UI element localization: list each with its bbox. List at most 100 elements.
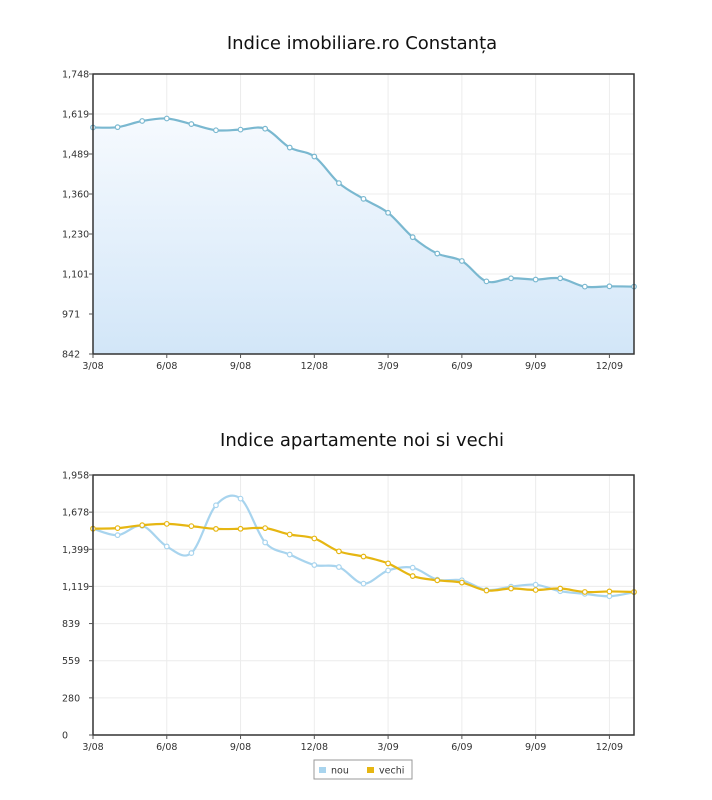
y-tick-label: 559 [62, 656, 80, 667]
legend-swatch-nou [319, 767, 326, 773]
data-point [139, 118, 146, 124]
chart-1-y-tick-labels: 842 971 1,101 1,230 1,360 1,489 1,619 1,748 [62, 70, 93, 361]
data-point [606, 593, 613, 600]
x-tick-label: 6/08 [156, 361, 177, 372]
data-point [606, 588, 613, 595]
x-tick-label: 12/08 [301, 361, 328, 372]
data-point [532, 581, 539, 588]
area-fill [93, 118, 634, 354]
chart-2-x-tick-labels: 3/08 6/08 9/08 12/08 3/09 6/09 9/09 12/09 [82, 735, 623, 753]
data-point [385, 567, 391, 574]
data-point [262, 539, 269, 546]
x-tick-label: 6/09 [451, 742, 472, 753]
y-tick-label: 839 [62, 619, 80, 630]
y-tick-label: 1,119 [62, 582, 89, 593]
data-point [311, 535, 318, 542]
y-tick-label: 1,101 [62, 270, 89, 281]
data-point [262, 125, 269, 132]
data-point [508, 275, 514, 282]
y-tick-label: 1,489 [62, 150, 89, 161]
y-tick-label: 842 [62, 350, 80, 361]
chart-2-y-tick-labels: 0 280 559 839 1,119 1,399 1,678 1,958 [62, 471, 93, 742]
data-point [508, 585, 514, 592]
data-point [336, 564, 342, 570]
x-tick-label: 6/09 [451, 361, 472, 372]
data-point [336, 180, 342, 186]
chart-2-title: Indice apartamente noi si vechi [220, 430, 504, 451]
data-point [213, 127, 219, 134]
y-tick-label: 1,399 [62, 545, 89, 556]
data-point [483, 587, 490, 594]
data-point [262, 525, 269, 532]
chart-1-points [90, 115, 637, 290]
y-tick-label: 1,619 [62, 110, 89, 121]
y-tick-label: 0 [62, 731, 68, 742]
legend-swatch-vechi [367, 767, 374, 773]
x-tick-label: 9/08 [230, 742, 251, 753]
data-point [409, 234, 416, 241]
data-point [360, 580, 367, 587]
data-point [458, 579, 465, 586]
x-tick-label: 3/08 [82, 742, 103, 753]
data-point [286, 144, 293, 151]
legend-box [313, 759, 413, 780]
data-point [360, 195, 367, 202]
chart-1-x-tick-labels: 3/08 6/08 9/08 12/08 3/09 6/09 9/09 12/09 [82, 354, 623, 372]
legend-label-nou: nou [331, 766, 349, 777]
y-tick-label: 280 [62, 693, 80, 704]
y-tick-label: 1,230 [62, 230, 89, 241]
data-point [311, 562, 318, 568]
data-point [114, 124, 121, 131]
data-point [434, 577, 441, 584]
chart-2-gridlines [93, 475, 634, 735]
x-tick-label: 3/08 [82, 361, 103, 372]
x-tick-label: 3/09 [377, 361, 398, 372]
x-tick-label: 12/09 [596, 742, 623, 753]
data-point [581, 589, 588, 595]
x-tick-label: 12/08 [301, 742, 328, 753]
chart-apartamente-noi-vechi: Indice apartamente noi si vechi 0 280 559 8… [62, 430, 637, 780]
data-point [311, 153, 318, 160]
data-point [434, 250, 441, 257]
y-tick-label: 971 [62, 310, 80, 321]
data-point [409, 564, 416, 571]
data-point [237, 126, 244, 133]
data-point [336, 548, 342, 555]
data-point [483, 278, 490, 285]
y-tick-label: 1,678 [62, 508, 89, 519]
x-tick-label: 9/08 [230, 361, 251, 372]
data-point [532, 587, 539, 593]
data-point [188, 121, 195, 127]
chart-1-plot-frame [92, 73, 635, 355]
x-tick-label: 9/09 [525, 361, 546, 372]
chart-1-area [93, 118, 634, 354]
chart-2-plot-frame [92, 474, 635, 736]
x-tick-label: 6/08 [156, 742, 177, 753]
data-point [114, 525, 121, 532]
data-point [606, 283, 613, 290]
data-point [163, 115, 170, 122]
chart-1-title: Indice imobiliare.ro Constanța [227, 33, 497, 54]
legend-label-vechi: vechi [379, 766, 404, 777]
data-point [557, 275, 564, 282]
data-point [360, 553, 367, 560]
data-point [188, 550, 195, 556]
y-tick-label: 1,958 [62, 471, 89, 482]
data-point [581, 283, 588, 290]
data-point [163, 520, 170, 527]
x-tick-label: 12/09 [596, 361, 623, 372]
data-point [385, 560, 391, 567]
data-point [409, 573, 416, 579]
data-point [557, 585, 564, 592]
chart-imobiliare-constanta: Indice imobiliare.ro Constanța 842 971 1,1… [62, 33, 637, 372]
x-tick-label: 9/09 [525, 742, 546, 753]
data-point [139, 522, 146, 529]
y-tick-label: 1,360 [62, 190, 89, 201]
data-point [114, 532, 121, 539]
data-point [163, 543, 170, 550]
data-point [286, 551, 293, 558]
data-point [385, 209, 391, 216]
data-point [458, 258, 465, 264]
y-tick-label: 1,748 [62, 70, 89, 81]
